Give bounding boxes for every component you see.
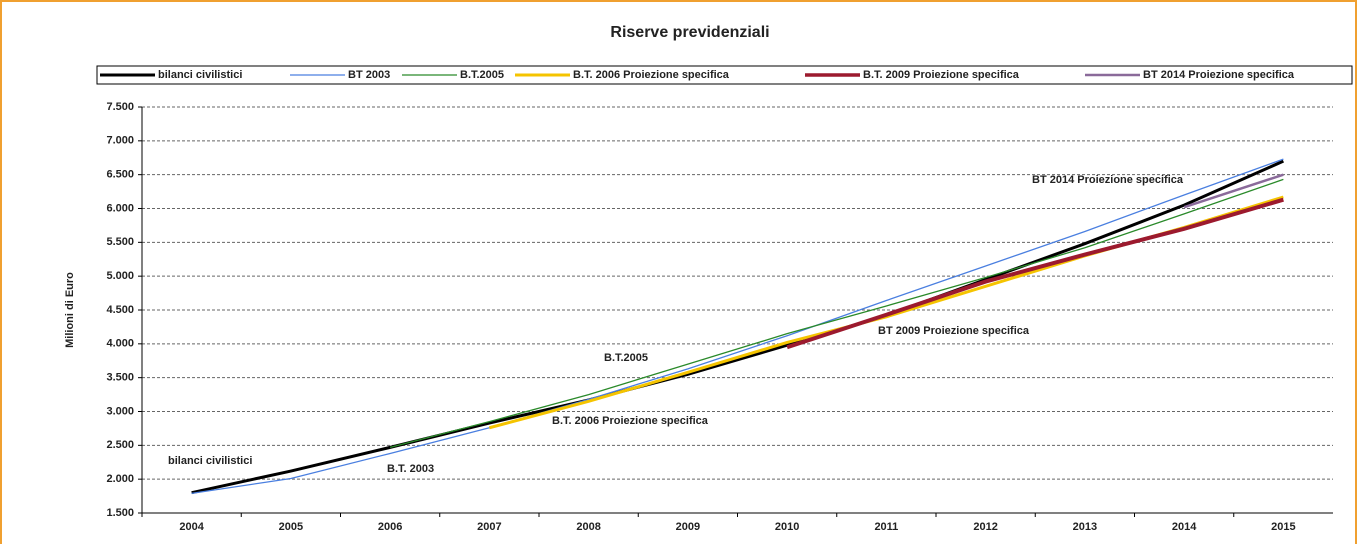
y-tick-label: 7.500 <box>106 101 134 113</box>
y-tick-label: 3.500 <box>106 372 134 384</box>
annotation: B.T.2005 <box>604 352 648 364</box>
series-line <box>389 178 1284 448</box>
x-tick-label: 2005 <box>279 521 303 533</box>
legend-label: B.T.2005 <box>460 69 504 81</box>
x-tick-label: 2015 <box>1271 521 1295 533</box>
legend-label: B.T. 2009 Proiezione specifica <box>863 69 1020 81</box>
y-tick-label: 1.500 <box>106 507 134 519</box>
x-tick-label: 2008 <box>576 521 600 533</box>
annotation: B.T. 2003 <box>387 463 434 475</box>
y-tick-label: 6.500 <box>106 169 134 181</box>
y-tick-label: 3.000 <box>106 405 134 417</box>
x-tick-label: 2004 <box>179 521 204 533</box>
y-tick-label: 6.000 <box>106 202 134 214</box>
y-tick-label: 5.000 <box>106 270 134 282</box>
y-tick-label: 2.500 <box>106 439 134 451</box>
legend-box <box>96 65 1353 85</box>
y-tick-label: 4.500 <box>106 304 134 316</box>
x-tick-label: 2012 <box>973 521 997 533</box>
x-tick-label: 2006 <box>378 521 402 533</box>
legend-label: BT 2014 Proiezione specifica <box>1143 69 1295 81</box>
x-tick-label: 2009 <box>676 521 700 533</box>
legend-label: BT 2003 <box>348 69 390 81</box>
annotation: bilanci civilistici <box>168 455 252 467</box>
series-line <box>191 158 1284 495</box>
annotation: B.T. 2006 Proiezione specifica <box>552 415 709 427</box>
legend-label: bilanci civilistici <box>158 69 242 81</box>
annotation: BT 2014 Proiezione specifica <box>1032 174 1184 186</box>
x-tick-label: 2013 <box>1073 521 1097 533</box>
chart-title: Riserve previdenziali <box>610 24 769 41</box>
y-tick-label: 5.500 <box>106 236 134 248</box>
annotation: BT 2009 Proiezione specifica <box>878 325 1030 337</box>
x-tick-label: 2007 <box>477 521 501 533</box>
legend-label: B.T. 2006 Proiezione specifica <box>573 69 730 81</box>
series-line <box>1183 173 1284 209</box>
series-line <box>786 197 1284 350</box>
y-tick-label: 7.000 <box>106 135 134 147</box>
x-tick-label: 2014 <box>1172 521 1197 533</box>
x-tick-label: 2011 <box>874 521 898 533</box>
y-tick-label: 2.000 <box>106 473 134 485</box>
series-line <box>191 159 1284 495</box>
x-tick-label: 2010 <box>775 521 799 533</box>
y-axis-label: Milioni di Euro <box>64 272 76 348</box>
y-tick-label: 4.000 <box>106 338 134 350</box>
